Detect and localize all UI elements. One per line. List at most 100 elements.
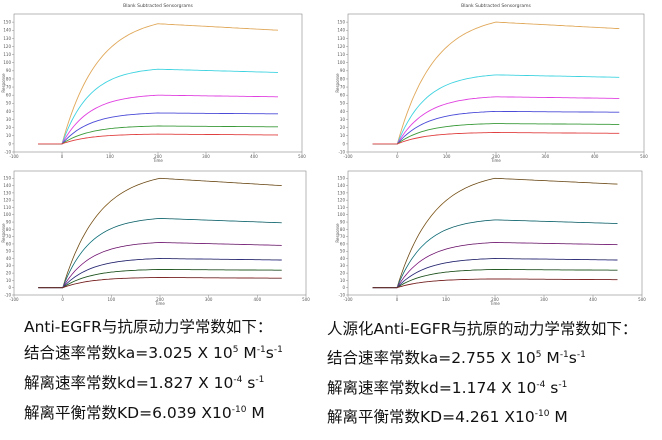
y-tick-label: 10 [340,133,346,138]
left-kd-line: 解离速率常数kd=1.827 X 10-4 s-1 [24,374,264,392]
y-tick-label: 0 [342,141,345,146]
y-tick-label: 110 [337,52,345,57]
y-tick-label: 40 [340,256,346,261]
left-KD-exp: -10 [231,405,247,415]
y-tick-label: 0 [342,285,345,290]
y-tick-label: 60 [340,93,346,98]
x-tick-label: 400 [591,154,599,159]
left-heading: Anti-EGFR与抗原动力学常数如下： [24,318,273,336]
x-tick-label: 200 [491,297,499,302]
y-tick-label: 30 [6,263,12,268]
sensorgram-curve [372,132,620,145]
sensorgram-curve [38,269,282,289]
y-tick-label: 30 [6,117,12,122]
x-tick-label: -100 [9,297,19,302]
left-ka-unit1: M [238,344,257,362]
x-tick-label: 0 [61,154,64,159]
y-tick-label: 80 [6,76,12,81]
right-kd-prefix: 解离速率常数kd=1.174 X 10 [327,379,537,397]
plot-frame [347,170,643,296]
y-tick-label: 30 [340,263,346,268]
left-ka-unit1-exp: -1 [256,345,266,355]
left-KD-prefix: 解离平衡常数KD=6.039 X10 [24,404,232,422]
y-tick-label: 130 [3,36,11,41]
y-tick-label: -10 [4,149,11,154]
y-tick-label: 0 [8,285,11,290]
y-tick-label: 100 [3,60,11,65]
y-tick-label: 120 [3,198,11,203]
x-axis-label: Time [490,158,501,163]
y-tick-label: 140 [337,183,345,188]
y-tick-label: 70 [340,84,346,89]
x-axis-label: Time [489,301,500,306]
x-tick-label: 200 [492,154,500,159]
y-tick-label: 90 [6,219,12,224]
left-kd-unit-exp: -1 [255,375,265,385]
left-ka-prefix: 结合速率常数ka=3.025 X 10 [24,344,233,362]
x-tick-label: 300 [205,297,213,302]
x-tick-label: 0 [61,297,64,302]
chart-title: Blank Subtracted Sensorgrams [123,3,193,9]
y-tick-label: 150 [3,20,11,25]
right-kinetics-text: 人源化Anti-EGFR与抗原的动力学常数如下： 结合速率常数ka=2.755 … [327,320,659,435]
x-tick-label: 100 [106,154,114,159]
sensorgram-curve [38,133,279,145]
x-tick-label: 500 [298,154,306,159]
right-kd-exp: -4 [536,380,546,390]
y-tick-label: -10 [338,149,345,154]
y-tick-label: 60 [6,93,12,98]
x-tick-label: 0 [396,154,399,159]
y-tick-label: 70 [6,84,12,89]
fit-curve [372,258,618,288]
y-tick-label: 110 [337,205,345,210]
x-tick-label: 300 [202,154,210,159]
x-tick-label: 400 [589,297,597,302]
y-tick-label: 10 [6,133,12,138]
x-tick-label: 500 [638,297,646,302]
y-tick-label: 100 [337,60,345,65]
y-tick-label: 110 [3,205,11,210]
sensorgram-curve [372,278,618,289]
right-ka-line: 结合速率常数ka=2.755 X 105 M-1s-1 [327,349,586,367]
sensorgram-curve [38,125,278,145]
x-tick-label: 400 [250,154,258,159]
y-tick-label: -10 [4,292,11,297]
fit-curve [38,218,282,288]
y-tick-label: 40 [6,256,12,261]
sensorgram-curve [372,74,620,145]
sensorgram-curve [38,94,278,145]
y-tick-label: 10 [340,278,346,283]
y-axis-label: Response [335,73,340,93]
y-tick-label: 100 [337,212,345,217]
y-tick-label: 70 [340,234,346,239]
left-kd-exp: -4 [233,375,243,385]
right-KD-exp: -10 [534,409,550,419]
y-tick-label: 50 [6,101,12,106]
y-tick-label: 150 [3,176,11,181]
y-tick-label: 20 [340,125,346,130]
y-tick-label: 20 [6,125,12,130]
left-ka-line: 结合速率常数ka=3.025 X 105 M-1s-1 [24,344,283,362]
left-ka-unit2-exp: -1 [273,345,283,355]
x-axis-label: Time [154,301,165,306]
sensorgram-curve [38,277,282,289]
left-KD-unit: M [246,404,265,422]
x-tick-label: 200 [156,297,164,302]
y-tick-label: 50 [340,249,346,254]
y-tick-label: 110 [3,52,11,57]
left-ka-exp: 5 [232,345,239,355]
y-tick-label: 30 [340,117,346,122]
left-kd-prefix: 解离速率常数kd=1.827 X 10 [24,374,234,392]
y-tick-label: 10 [6,278,12,283]
chart-title: Blank Subtracted Sensorgrams [461,3,531,9]
fit-curve [372,219,618,288]
sensorgram-curve [372,110,620,145]
right-ka-unit1-exp: -1 [559,350,569,360]
x-tick-label: 100 [442,297,450,302]
fit-curve [372,178,618,288]
y-tick-label: 150 [337,176,345,181]
fit-curve [38,269,282,288]
sensorgram-curve [372,123,620,145]
sensorgram-curve [372,96,620,145]
x-tick-label: 500 [302,297,310,302]
